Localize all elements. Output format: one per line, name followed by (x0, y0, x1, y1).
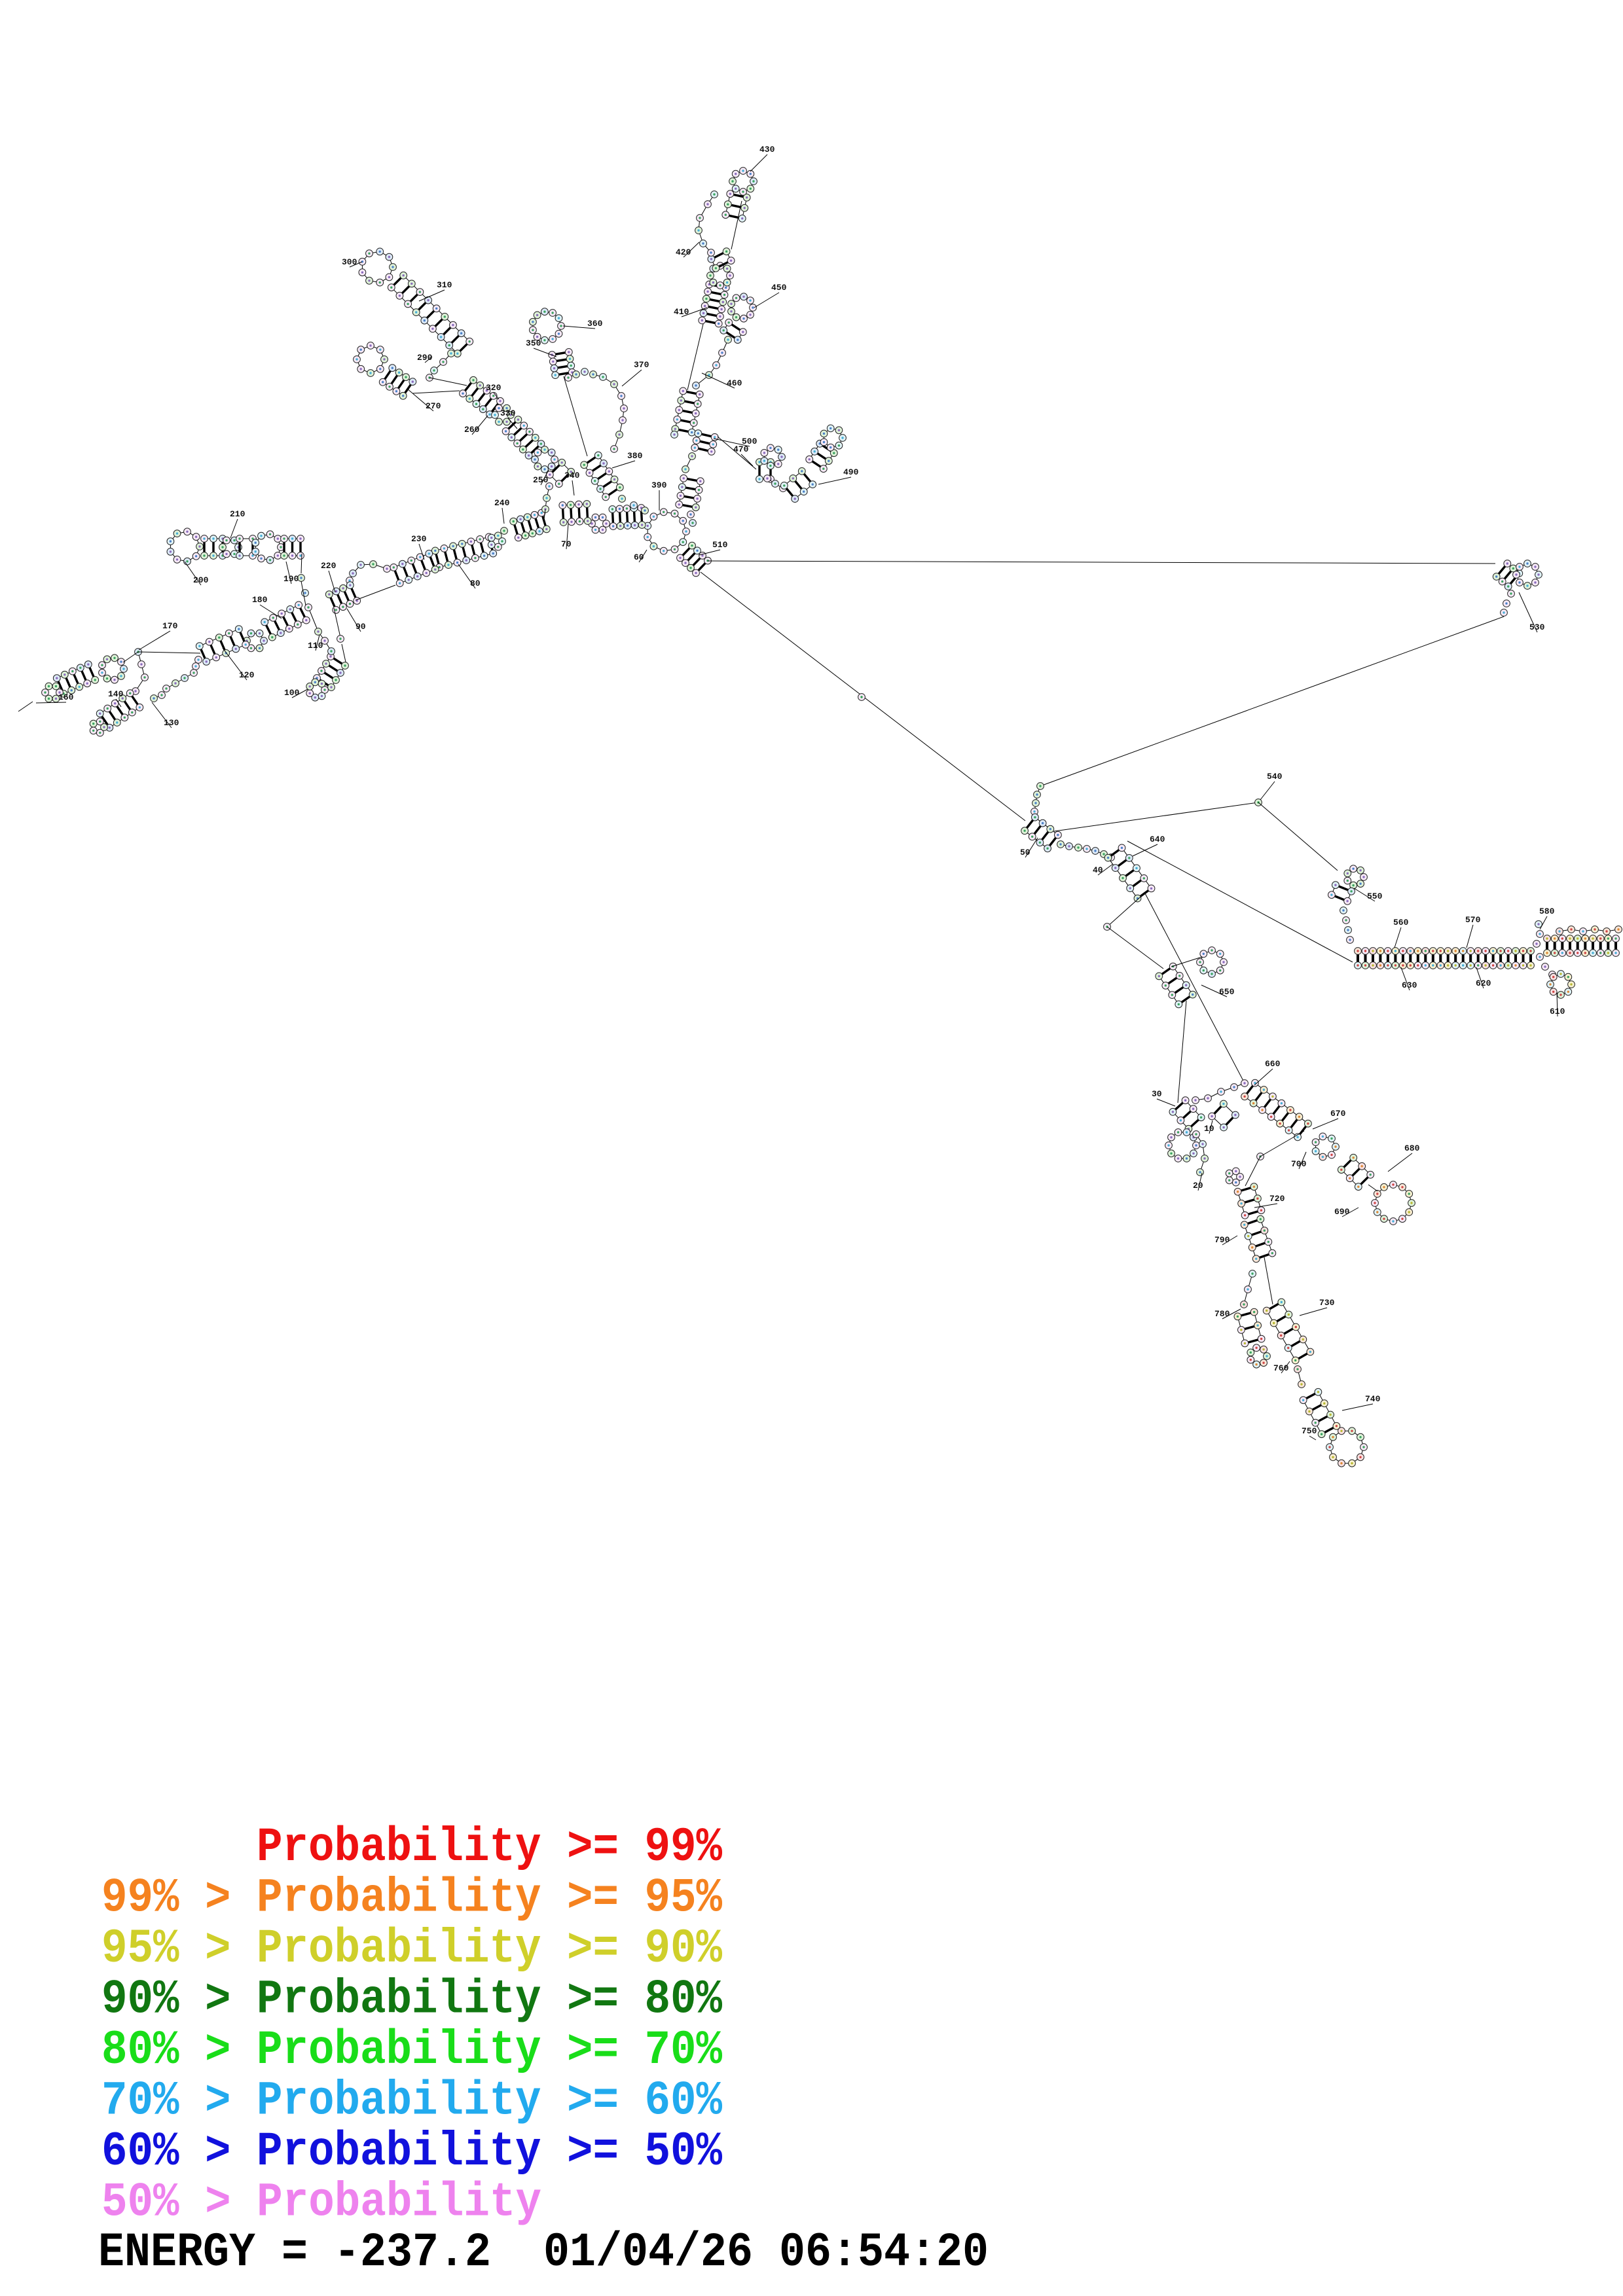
svg-text:700: 700 (1291, 1159, 1307, 1169)
svg-text:99% > Probability >= 95%: 99% > Probability >= 95% (101, 1871, 722, 1926)
svg-text:230: 230 (411, 534, 427, 544)
svg-text:360: 360 (587, 319, 603, 329)
svg-text:200: 200 (193, 575, 209, 585)
svg-text:160: 160 (58, 692, 74, 702)
svg-text:120: 120 (239, 670, 255, 680)
svg-text:110: 110 (308, 641, 323, 651)
svg-text:140: 140 (108, 689, 124, 699)
svg-text:550: 550 (1367, 891, 1383, 901)
svg-text:70% > Probability >= 60%: 70% > Probability >= 60% (101, 2074, 722, 2128)
svg-text:330: 330 (500, 408, 516, 418)
svg-text:ENERGY = -237.2 01/04/26 06:5: ENERGY = -237.2 01/04/26 06:54:20 (98, 2225, 989, 2280)
svg-text:40: 40 (1093, 865, 1103, 875)
svg-text:95% > Probability >= 90%: 95% > Probability >= 90% (101, 1922, 722, 1976)
svg-text:240: 240 (494, 498, 510, 508)
svg-text:30: 30 (1152, 1089, 1162, 1099)
svg-text:450: 450 (771, 283, 787, 293)
svg-text:80: 80 (470, 579, 481, 588)
svg-text:350: 350 (526, 338, 541, 348)
svg-text:310: 310 (437, 280, 452, 290)
svg-text:780: 780 (1214, 1309, 1230, 1319)
svg-text:190: 190 (283, 574, 299, 584)
svg-text:20: 20 (1193, 1181, 1203, 1191)
svg-text:790: 790 (1214, 1235, 1230, 1245)
svg-text:10: 10 (1204, 1124, 1214, 1134)
svg-text:530: 530 (1529, 622, 1545, 632)
svg-text:70: 70 (561, 539, 572, 549)
svg-text:270: 270 (426, 401, 441, 411)
svg-text:340: 340 (564, 471, 580, 480)
svg-text:720: 720 (1269, 1194, 1285, 1204)
svg-text:Probability >= 99%: Probability >= 99% (257, 1820, 722, 1874)
svg-text:320: 320 (486, 383, 501, 393)
svg-text:90: 90 (356, 622, 366, 632)
svg-text:730: 730 (1319, 1298, 1335, 1308)
svg-text:650: 650 (1219, 987, 1235, 997)
svg-text:670: 670 (1330, 1109, 1346, 1119)
svg-text:90% > Probability >= 80%: 90% > Probability >= 80% (101, 1973, 722, 2027)
svg-text:60% > Probability >= 50%: 60% > Probability >= 50% (101, 2125, 722, 2179)
svg-text:540: 540 (1267, 772, 1283, 781)
svg-text:380: 380 (627, 451, 643, 461)
svg-text:460: 460 (727, 378, 742, 388)
svg-text:570: 570 (1465, 915, 1481, 925)
svg-text:500: 500 (742, 437, 757, 446)
svg-text:210: 210 (230, 509, 246, 519)
svg-text:390: 390 (651, 480, 667, 490)
svg-text:50% > Probability: 50% > Probability (101, 2176, 541, 2230)
svg-text:510: 510 (712, 540, 728, 550)
svg-text:300: 300 (342, 257, 357, 267)
svg-text:470: 470 (733, 444, 749, 454)
svg-text:430: 430 (759, 145, 775, 154)
svg-text:420: 420 (676, 247, 691, 257)
svg-text:690: 690 (1334, 1207, 1350, 1217)
svg-text:290: 290 (417, 353, 433, 363)
svg-text:220: 220 (321, 561, 337, 571)
svg-text:660: 660 (1265, 1059, 1281, 1069)
svg-text:250: 250 (533, 475, 549, 485)
svg-text:490: 490 (843, 467, 859, 477)
svg-text:680: 680 (1404, 1143, 1420, 1153)
svg-text:60: 60 (634, 552, 644, 562)
svg-text:640: 640 (1150, 834, 1165, 844)
svg-text:740: 740 (1365, 1394, 1381, 1404)
svg-text:80% > Probability >= 70%: 80% > Probability >= 70% (101, 2023, 722, 2077)
svg-text:750: 750 (1302, 1426, 1317, 1436)
svg-text:620: 620 (1476, 978, 1491, 988)
svg-text:580: 580 (1539, 906, 1555, 916)
svg-text:170: 170 (162, 621, 178, 631)
svg-text:630: 630 (1402, 980, 1417, 990)
svg-text:610: 610 (1550, 1007, 1565, 1016)
svg-text:410: 410 (674, 307, 689, 317)
svg-text:370: 370 (634, 360, 649, 370)
svg-text:100: 100 (284, 688, 300, 698)
svg-text:50: 50 (1020, 848, 1030, 857)
svg-text:560: 560 (1393, 918, 1409, 927)
svg-text:760: 760 (1273, 1363, 1289, 1373)
svg-text:180: 180 (252, 595, 268, 605)
svg-text:260: 260 (464, 425, 480, 435)
svg-text:130: 130 (164, 718, 179, 728)
